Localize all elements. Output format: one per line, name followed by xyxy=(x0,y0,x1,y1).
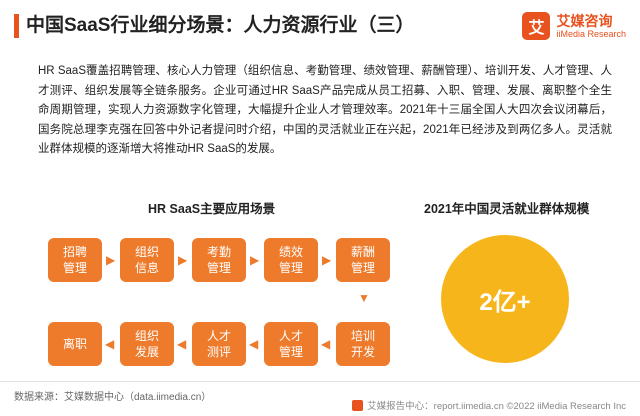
arrow-left-icon: ◀ xyxy=(105,337,115,351)
scale-section-title: 2021年中国灵活就业群体规模 xyxy=(424,202,590,216)
brand-mark-icon xyxy=(352,399,364,411)
flow-step-org-info: 组织 信息 xyxy=(120,238,174,282)
arrow-left-icon: ◀ xyxy=(321,337,331,351)
logo-name-en: iiMedia Research xyxy=(556,28,626,39)
flow-step-payroll: 薪酬 管理 xyxy=(336,238,390,282)
arrow-right-icon: ▶ xyxy=(106,253,116,267)
flow-step-org-dev: 组织 发展 xyxy=(120,322,174,366)
flow-step-exit: 离职 xyxy=(48,322,102,366)
flow-step-attendance: 考勤 管理 xyxy=(192,238,246,282)
data-source: 数据来源：艾媒数据中心（data.iimedia.cn） xyxy=(14,392,212,403)
title-accent-bar xyxy=(14,14,19,38)
flow-step-talent-assess: 人才 测评 xyxy=(192,322,246,366)
footer-copyright: 艾媒报告中心：report.iimedia.cn ©2022 iiMedia R… xyxy=(352,398,626,412)
intro-paragraph: HR SaaS覆盖招聘管理、核心人力管理（组织信息、考勤管理、绩效管理、薪酬管理… xyxy=(38,65,612,155)
flow-step-talent-mgmt: 人才 管理 xyxy=(264,322,318,366)
arrow-right-icon: ▶ xyxy=(178,253,188,267)
arrow-right-icon: ▶ xyxy=(250,253,260,267)
arrow-left-icon: ◀ xyxy=(249,337,259,351)
flow-step-training: 培训 开发 xyxy=(336,322,390,366)
logo-mark: 艾 xyxy=(522,12,551,40)
flow-step-recruitment: 招聘 管理 xyxy=(48,238,102,282)
logo-text: 艾媒咨询 iiMedia Research xyxy=(556,13,626,40)
page-title: 中国SaaS行业细分场景：人力资源行业（三） xyxy=(26,15,415,36)
flow-step-performance: 绩效 管理 xyxy=(264,238,318,282)
brand-logo: 艾 艾媒咨询 iiMedia Research xyxy=(522,12,626,40)
footer-divider xyxy=(0,381,640,382)
copyright-text: 艾媒报告中心：report.iimedia.cn ©2022 iiMedia R… xyxy=(367,401,626,412)
flexible-employment-circle: 2亿+ xyxy=(441,235,569,363)
arrow-left-icon: ◀ xyxy=(177,337,187,351)
flexible-employment-value: 2亿+ xyxy=(479,288,531,316)
flow-section-title: HR SaaS主要应用场景 xyxy=(148,202,276,216)
arrow-down-icon: ▼ xyxy=(358,291,370,305)
arrow-right-icon: ▶ xyxy=(322,253,332,267)
logo-name-cn: 艾媒咨询 xyxy=(556,12,613,29)
